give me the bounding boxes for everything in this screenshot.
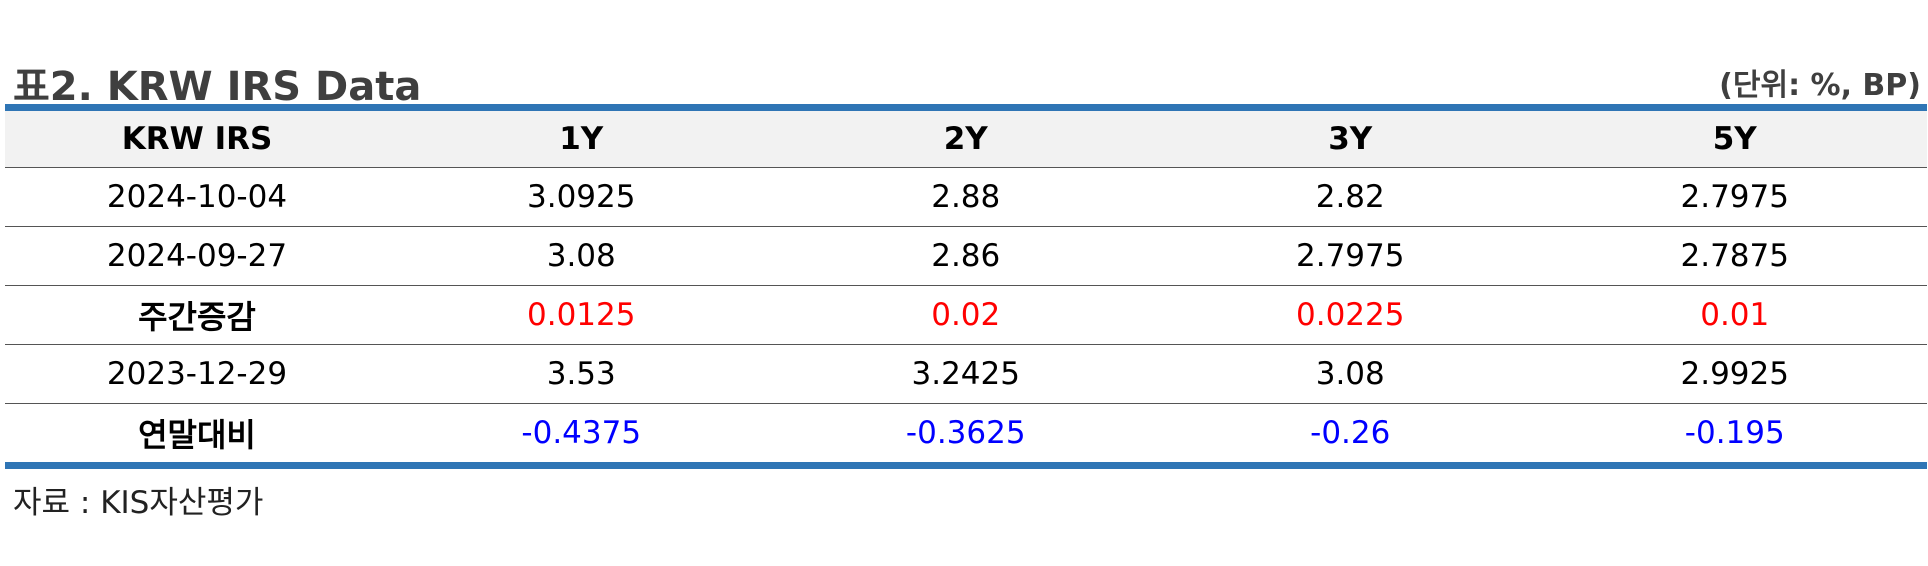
cell-3y: 2.7975: [1158, 226, 1543, 286]
row-label: 2023-12-29: [5, 344, 389, 404]
cell-1y: 3.53: [389, 344, 774, 404]
column-header-2y: 2Y: [773, 111, 1158, 168]
cell-2y: 3.2425: [773, 344, 1158, 404]
column-header-1y: 1Y: [389, 111, 774, 168]
cell-1y: 3.08: [389, 226, 774, 286]
top-rule: [5, 104, 1927, 111]
cell-2y: 2.86: [773, 226, 1158, 286]
cell-3y: 2.82: [1158, 167, 1543, 227]
column-header-5y: 5Y: [1542, 111, 1927, 168]
table-header-row: KRW IRS 1Y 2Y 3Y 5Y: [5, 111, 1927, 168]
cell-2y: 2.88: [773, 167, 1158, 227]
source-note: 자료 : KIS자산평가: [13, 485, 264, 521]
cell-3y: -0.26: [1310, 415, 1391, 451]
cell-5y: 0.01: [1542, 285, 1927, 345]
table-row: 2023-12-29 3.53 3.2425 3.08 2.9925: [5, 344, 1927, 404]
row-label: 주간증감: [5, 285, 389, 345]
unit-label: (단위: %, BP): [1719, 68, 1921, 103]
column-header-3y: 3Y: [1158, 111, 1543, 168]
row-label: 2024-09-27: [5, 226, 389, 286]
cell-1y: 3.0925: [389, 167, 774, 227]
cell-2y: -0.3625: [905, 415, 1026, 451]
cell-1y: -0.4375: [521, 415, 642, 451]
cell-3y: 0.0225: [1158, 285, 1543, 345]
title-row: 표2. KRW IRS Data (단위: %, BP): [5, 52, 1927, 110]
row-label: 연말대비: [138, 416, 256, 454]
cell-5y: -0.195: [1684, 415, 1785, 451]
bottom-rule: [5, 462, 1927, 469]
cell-3y: 3.08: [1158, 344, 1543, 404]
cell-5y: 2.7875: [1542, 226, 1927, 286]
cell-1y: 0.0125: [389, 285, 774, 345]
irs-table-block: 표2. KRW IRS Data (단위: %, BP) KRW IRS 1Y …: [5, 52, 1927, 522]
cell-5y: 2.7975: [1542, 167, 1927, 227]
cell-2y: 0.02: [773, 285, 1158, 345]
row-label: 2024-10-04: [5, 167, 389, 227]
table-row: 2024-10-04 3.0925 2.88 2.82 2.7975: [5, 167, 1927, 227]
table-title: 표2. KRW IRS Data: [13, 64, 422, 110]
table-row: 2024-09-27 3.08 2.86 2.7975 2.7875: [5, 226, 1927, 286]
table-row-weekly-change: 주간증감 0.0125 0.02 0.0225 0.01: [5, 285, 1927, 345]
irs-data-table: KRW IRS 1Y 2Y 3Y 5Y 2024-10-04 3.0925 2.…: [5, 111, 1927, 462]
cell-5y: 2.9925: [1542, 344, 1927, 404]
column-header-krw-irs: KRW IRS: [5, 111, 389, 168]
table-row-ytd-change: 연말대비 -0.4375 -0.3625 -0.26 -0.195: [5, 404, 1927, 463]
